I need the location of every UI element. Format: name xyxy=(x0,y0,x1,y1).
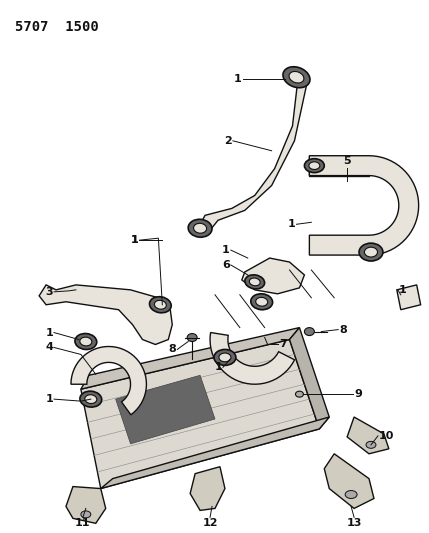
Polygon shape xyxy=(324,454,374,508)
Text: 1: 1 xyxy=(288,219,296,229)
Polygon shape xyxy=(347,417,389,454)
Polygon shape xyxy=(81,328,299,389)
Ellipse shape xyxy=(283,67,310,88)
Ellipse shape xyxy=(80,391,102,407)
Text: 3: 3 xyxy=(45,287,53,297)
Text: 1: 1 xyxy=(131,235,139,245)
Ellipse shape xyxy=(149,297,171,313)
Ellipse shape xyxy=(256,297,268,306)
Text: 5: 5 xyxy=(343,156,351,166)
Ellipse shape xyxy=(219,353,231,362)
Polygon shape xyxy=(101,417,329,489)
Ellipse shape xyxy=(289,71,304,83)
Text: 13: 13 xyxy=(346,519,362,528)
Text: 12: 12 xyxy=(202,519,218,528)
Polygon shape xyxy=(116,375,215,444)
Polygon shape xyxy=(39,285,172,344)
Ellipse shape xyxy=(75,334,97,350)
Text: 2: 2 xyxy=(224,136,232,146)
Ellipse shape xyxy=(305,159,324,173)
Text: 10: 10 xyxy=(379,431,394,441)
Ellipse shape xyxy=(249,278,260,286)
Ellipse shape xyxy=(296,391,303,397)
Polygon shape xyxy=(71,346,146,415)
Ellipse shape xyxy=(359,243,383,261)
Text: 8: 8 xyxy=(169,344,176,354)
Text: 9: 9 xyxy=(354,389,362,399)
Ellipse shape xyxy=(214,350,236,365)
Ellipse shape xyxy=(305,328,314,336)
Text: 4: 4 xyxy=(45,343,53,352)
Ellipse shape xyxy=(188,219,212,237)
Text: 1: 1 xyxy=(131,235,139,245)
Ellipse shape xyxy=(345,490,357,498)
Polygon shape xyxy=(309,156,369,175)
Text: 11: 11 xyxy=(75,519,91,528)
Text: 7: 7 xyxy=(280,340,287,350)
Polygon shape xyxy=(309,156,419,255)
Ellipse shape xyxy=(309,162,320,169)
Ellipse shape xyxy=(154,300,166,309)
Ellipse shape xyxy=(366,441,376,448)
Polygon shape xyxy=(81,340,319,489)
Text: 1: 1 xyxy=(45,394,53,404)
Text: 1: 1 xyxy=(399,285,407,295)
Ellipse shape xyxy=(85,395,97,403)
Ellipse shape xyxy=(364,247,378,257)
Polygon shape xyxy=(210,333,295,384)
Ellipse shape xyxy=(81,511,91,518)
Text: 1: 1 xyxy=(234,74,242,84)
Text: 1: 1 xyxy=(214,362,222,373)
Text: 5707  1500: 5707 1500 xyxy=(15,20,99,34)
Ellipse shape xyxy=(251,294,272,310)
Polygon shape xyxy=(194,73,308,235)
Polygon shape xyxy=(290,328,329,429)
Ellipse shape xyxy=(193,223,207,233)
Polygon shape xyxy=(397,285,421,310)
Ellipse shape xyxy=(187,334,197,342)
Polygon shape xyxy=(66,487,106,523)
Text: 1: 1 xyxy=(222,245,230,255)
Ellipse shape xyxy=(245,275,265,289)
Text: 1: 1 xyxy=(45,328,53,337)
Text: 8: 8 xyxy=(339,325,347,335)
Polygon shape xyxy=(242,258,305,294)
Polygon shape xyxy=(190,467,225,511)
Ellipse shape xyxy=(80,337,92,346)
Text: 6: 6 xyxy=(222,260,230,270)
